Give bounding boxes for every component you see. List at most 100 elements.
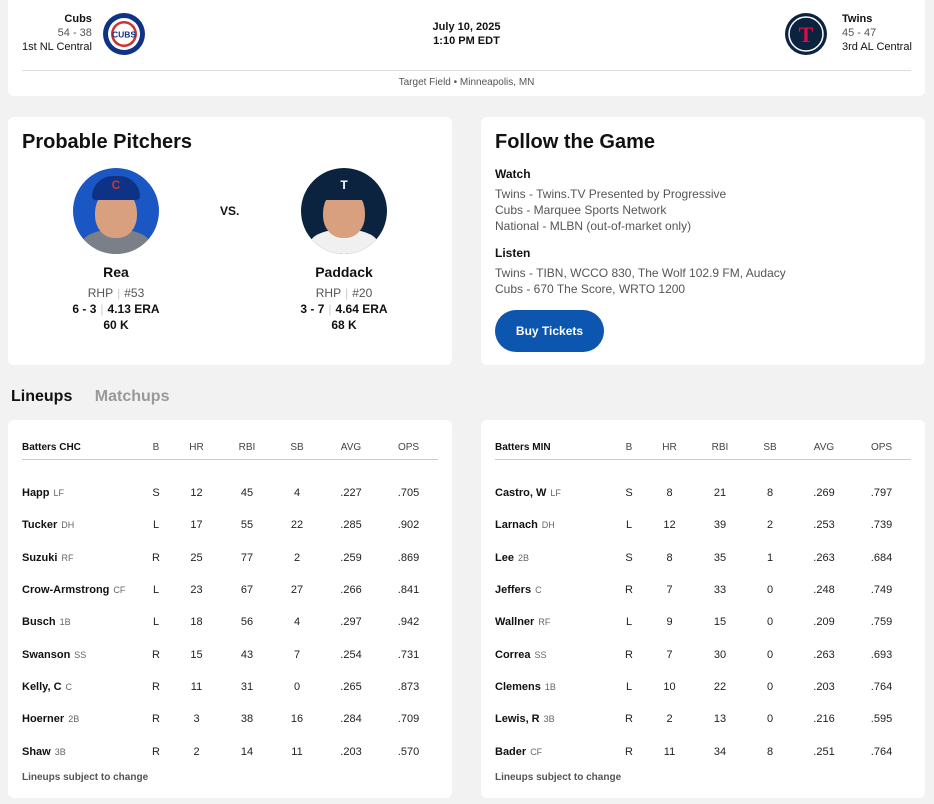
stat-sb: 1: [766, 551, 774, 564]
player-name[interactable]: Jeffers: [495, 584, 532, 597]
stat-ops: .705: [397, 487, 420, 500]
player-name[interactable]: Castro, W: [495, 487, 547, 500]
probable-pitchers-card: Probable Pitchers C Rea RHP | #53 6 - 3 | 4.…: [8, 117, 452, 365]
table-row[interactable]: Larnach DH L 12 39 2 .253 .739: [495, 509, 911, 541]
stat-sb: 16: [290, 713, 304, 726]
col-avg: AVG: [813, 441, 835, 453]
player-cell[interactable]: Lee 2B: [495, 542, 615, 574]
col-avg: AVG: [340, 441, 362, 453]
home-pitcher[interactable]: T Paddack RHP | #20 3 - 7 | 4.64 ERA 68 K: [269, 168, 419, 332]
twins-logo-icon[interactable]: T: [785, 13, 827, 55]
player-cell[interactable]: Bader CF: [495, 735, 615, 767]
player-name[interactable]: Wallner: [495, 616, 535, 629]
stat-ops: .873: [397, 680, 420, 693]
tab-matchups[interactable]: Matchups: [94, 388, 170, 405]
player-cell[interactable]: Tucker DH: [22, 509, 142, 541]
stat-avg: .263: [813, 648, 835, 661]
home-pitcher-info: RHP | #20: [315, 286, 373, 300]
player-position: CF: [113, 585, 126, 596]
home-pitcher-stats: 3 - 7 | 4.64 ERA: [300, 302, 388, 316]
stat-avg: .265: [340, 680, 362, 693]
table-row[interactable]: Busch 1B L 18 56 4 .297 .942: [22, 606, 438, 638]
player-name[interactable]: Lee: [495, 551, 514, 564]
stat-rbi: 67: [240, 584, 254, 597]
home-pitcher-name[interactable]: Paddack: [315, 264, 373, 280]
player-name[interactable]: Busch: [22, 616, 56, 629]
table-row[interactable]: Lewis, R 3B R 2 13 0 .216 .595: [495, 703, 911, 735]
stat-avg: .248: [813, 584, 835, 597]
stat-ops: .693: [870, 648, 893, 661]
player-cell[interactable]: Busch 1B: [22, 606, 142, 638]
stat-b: L: [152, 584, 160, 597]
table-row[interactable]: Bader CF R 11 34 8 .251 .764: [495, 735, 911, 767]
away-pitcher-name[interactable]: Rea: [103, 264, 129, 280]
stat-ops: .595: [870, 713, 893, 726]
stat-sb: 22: [290, 519, 304, 532]
player-cell[interactable]: Clemens 1B: [495, 671, 615, 703]
table-row[interactable]: Castro, W LF S 8 21 8 .269 .797: [495, 477, 911, 509]
player-cell[interactable]: Larnach DH: [495, 509, 615, 541]
watch-item: Twins - Twins.TV Presented by Progressiv…: [495, 187, 727, 201]
player-cell[interactable]: Jeffers C: [495, 574, 615, 606]
stat-hr: 17: [190, 519, 203, 532]
venue: Target Field • Minneapolis, MN: [398, 77, 535, 88]
player-cell[interactable]: Lewis, R 3B: [495, 703, 615, 735]
player-cell[interactable]: Swanson SS: [22, 638, 142, 670]
player-name[interactable]: Suzuki: [22, 551, 58, 564]
player-name[interactable]: Hoerner: [22, 713, 65, 726]
player-name[interactable]: Larnach: [495, 519, 538, 532]
table-row[interactable]: Shaw 3B R 2 14 11 .203 .570: [22, 735, 438, 767]
col-hr: HR: [189, 441, 204, 453]
table-row[interactable]: Kelly, C C R 11 31 0 .265 .873: [22, 671, 438, 703]
table-row[interactable]: Wallner RF L 9 15 0 .209 .759: [495, 606, 911, 638]
table-row[interactable]: Tucker DH L 17 55 22 .285 .902: [22, 509, 438, 541]
player-name[interactable]: Crow-Armstrong: [22, 584, 110, 597]
table-row[interactable]: Lee 2B S 8 35 1 .263 .684: [495, 542, 911, 574]
player-name[interactable]: Clemens: [495, 680, 541, 693]
buy-tickets-button[interactable]: Buy Tickets: [495, 310, 604, 352]
player-name[interactable]: Correa: [495, 648, 531, 661]
table-row[interactable]: Clemens 1B L 10 22 0 .203 .764: [495, 671, 911, 703]
player-name[interactable]: Kelly, C: [22, 680, 62, 693]
table-row[interactable]: Crow-Armstrong CF L 23 67 27 .266 .841: [22, 574, 438, 606]
table-row[interactable]: Happ LF S 12 45 4 .227 .705: [22, 477, 438, 509]
player-cell[interactable]: Suzuki RF: [22, 542, 142, 574]
watch-item: National - MLBN (out-of-market only): [495, 219, 692, 233]
stat-sb: 2: [766, 519, 774, 532]
away-team-standing: 1st NL Central: [22, 41, 92, 53]
player-name[interactable]: Shaw: [22, 745, 51, 758]
lineup-note: Lineups subject to change: [495, 772, 622, 783]
table-row[interactable]: Correa SS R 7 30 0 .263 .693: [495, 638, 911, 670]
player-name[interactable]: Swanson: [22, 648, 71, 661]
stat-hr: 18: [190, 616, 203, 629]
stat-sb: 7: [293, 648, 301, 661]
table-row[interactable]: Swanson SS R 15 43 7 .254 .731: [22, 638, 438, 670]
away-pitcher[interactable]: C Rea RHP | #53 6 - 3 | 4.13 ERA 60 K: [41, 168, 191, 332]
probable-pitchers-title: Probable Pitchers: [22, 131, 193, 153]
player-cell[interactable]: Wallner RF: [495, 606, 615, 638]
player-name[interactable]: Tucker: [22, 519, 58, 532]
player-cell[interactable]: Happ LF: [22, 477, 142, 509]
player-name[interactable]: Lewis, R: [495, 713, 540, 726]
player-cell[interactable]: Shaw 3B: [22, 735, 142, 767]
away-team-info[interactable]: Cubs 54 - 38 1st NL Central: [22, 12, 92, 54]
tab-lineups[interactable]: Lineups: [11, 388, 73, 405]
cubs-logo-icon[interactable]: CUBS: [103, 13, 145, 55]
table-row[interactable]: Jeffers C R 7 33 0 .248 .749: [495, 574, 911, 606]
player-name[interactable]: Bader: [495, 745, 527, 758]
player-cell[interactable]: Correa SS: [495, 638, 615, 670]
player-position: SS: [74, 649, 87, 660]
table-row[interactable]: Hoerner 2B R 3 38 16 .284 .709: [22, 703, 438, 735]
player-cell[interactable]: Crow-Armstrong CF: [22, 574, 142, 606]
stat-hr: 2: [666, 713, 673, 726]
table-row[interactable]: Suzuki RF R 25 77 2 .259 .869: [22, 542, 438, 574]
stat-b: R: [152, 713, 160, 726]
home-team-info[interactable]: Twins 45 - 47 3rd AL Central: [842, 12, 912, 54]
stat-avg: .203: [813, 680, 835, 693]
stat-rbi: 21: [713, 487, 727, 500]
player-name[interactable]: Happ: [22, 487, 50, 500]
player-cell[interactable]: Castro, W LF: [495, 477, 615, 509]
player-cell[interactable]: Hoerner 2B: [22, 703, 142, 735]
stat-sb: 0: [293, 680, 301, 693]
